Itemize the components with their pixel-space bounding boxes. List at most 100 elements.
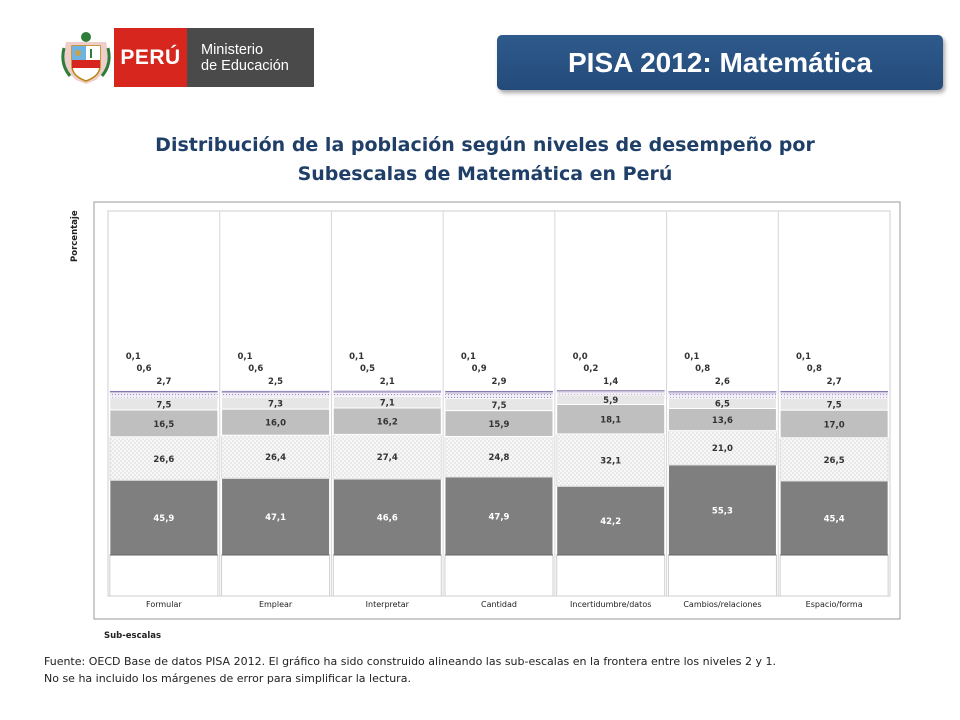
- bar-segment-level2: [109, 409, 219, 438]
- x-tick-label: Espacio/forma: [806, 600, 863, 609]
- data-label-below-level1: 45,9: [153, 514, 174, 524]
- data-label-level1: 27,4: [377, 453, 398, 463]
- source-line-2: No se ha incluido los márgenes de error …: [44, 672, 411, 685]
- peru-label: PERÚ: [114, 28, 187, 87]
- data-label-level4: 2,5: [268, 377, 283, 387]
- data-label-below-level1: 42,2: [600, 517, 621, 527]
- data-label-below-level1: 55,3: [712, 506, 733, 516]
- data-label-level6: 0,1: [237, 352, 252, 362]
- data-label-level6: 0,1: [684, 352, 699, 362]
- data-label-level6: 0,1: [349, 352, 364, 362]
- data-label-level1: 24,8: [489, 453, 510, 463]
- empty-base: [779, 554, 889, 597]
- source-note: Fuente: OECD Base de datos PISA 2012. El…: [44, 653, 944, 687]
- bar-segment-level6: [221, 390, 330, 393]
- x-tick-label: Cantidad: [481, 600, 517, 609]
- data-label-level2: 16,2: [377, 418, 398, 428]
- data-label-level4: 2,7: [156, 377, 171, 387]
- data-label-level3: 5,9: [603, 396, 618, 406]
- bar-segment-level2: [556, 403, 666, 435]
- data-label-level1: 32,1: [600, 457, 621, 467]
- data-label-level3: 7,3: [268, 400, 283, 410]
- bar-segment-level4: [556, 392, 665, 395]
- data-label-level5: 0,5: [360, 364, 375, 374]
- x-tick-label: Incertidumbre/datos: [570, 600, 651, 609]
- bar-segment-below-level1: [109, 479, 219, 556]
- data-label-level4: 2,9: [491, 377, 506, 387]
- data-label-level2: 13,6: [712, 416, 733, 426]
- bar-segment-level6: [109, 390, 219, 393]
- bar-segment-level5: [221, 391, 330, 394]
- bar-segment-level1: [667, 430, 777, 466]
- data-label-below-level1: 45,4: [824, 514, 845, 524]
- empty-base: [556, 554, 666, 597]
- bar-segment-level1: [332, 433, 442, 480]
- data-label-level6: 0,1: [796, 352, 811, 362]
- bar-segment-below-level1: [332, 478, 442, 556]
- ministry-line-1: Ministerio: [201, 41, 264, 58]
- value-labels-group: 45,9 26,6 16,5 7,5 2,7 0,6 0,1 47,1 26,4 16,0 7,3 2…: [126, 352, 845, 527]
- data-label-level5: 0,6: [137, 364, 152, 374]
- bar-segment-level4: [221, 392, 330, 398]
- bar-segment-level4: [333, 392, 442, 397]
- data-label-level5: 0,8: [807, 364, 822, 374]
- bar-segment-level1: [109, 436, 219, 481]
- data-label-level2: 17,0: [824, 420, 845, 430]
- data-label-level1: 26,6: [153, 455, 174, 465]
- data-label-level6: 0,1: [461, 352, 476, 362]
- bar-segment-level1: [779, 437, 889, 482]
- bar-segment-below-level1: [444, 476, 554, 556]
- x-tick-label: Emplear: [259, 600, 293, 609]
- data-label-level3: 7,5: [827, 400, 842, 410]
- bar-segment-level4: [444, 393, 554, 399]
- bar-segment-level5: [333, 391, 442, 394]
- data-label-level5: 0,6: [248, 364, 263, 374]
- bar-segment-below-level1: [556, 485, 666, 556]
- data-label-level5: 0,8: [695, 364, 710, 374]
- bar-segment-level1: [556, 433, 666, 487]
- data-label-level1: 26,5: [824, 456, 845, 466]
- data-label-level4: 2,1: [380, 377, 395, 387]
- bar-segment-level5: [668, 392, 777, 394]
- data-label-level3: 7,1: [380, 399, 395, 409]
- data-label-level6: 0,0: [573, 352, 588, 362]
- data-label-level4: 1,4: [603, 377, 618, 387]
- ministry-name: Ministerio de Educación: [187, 28, 314, 87]
- data-label-level3: 6,5: [715, 400, 730, 410]
- bar-segment-level5: [109, 391, 219, 394]
- x-axis-label: Sub-escalas: [104, 631, 162, 641]
- bar-segment-level6: [444, 390, 554, 393]
- data-label-level5: 0,2: [583, 364, 598, 374]
- ministry-line-2: de Educación: [201, 57, 289, 74]
- bar-segment-level4: [779, 393, 889, 399]
- bar-segment-level1: [444, 435, 554, 478]
- bar-segment-level5: [444, 392, 554, 394]
- bar-segment-level6: [333, 390, 442, 392]
- data-label-level4: 2,7: [827, 377, 842, 387]
- empty-base: [109, 554, 219, 597]
- chart-title: Distribución de la población según nivel…: [155, 134, 815, 185]
- data-label-level2: 16,0: [265, 419, 286, 429]
- data-label-level5: 0,9: [472, 364, 487, 374]
- pisa-banner: PISA 2012: Matemática: [497, 35, 943, 90]
- data-label-level1: 26,4: [265, 453, 286, 463]
- bar-segment-level2: [332, 407, 442, 435]
- bar-segment-level4: [109, 393, 219, 398]
- x-tick-label: Cambios/relaciones: [683, 600, 761, 609]
- x-ticks-group: Formular Emplear Interpretar Cantidad Incert…: [146, 600, 863, 609]
- bars-group: [109, 389, 889, 597]
- ministry-logo: PERÚ Ministerio de Educación: [60, 28, 314, 87]
- empty-base: [332, 554, 442, 597]
- bar-segment-level6: [779, 390, 889, 393]
- source-line-1: Fuente: OECD Base de datos PISA 2012. El…: [44, 655, 776, 668]
- empty-base: [444, 554, 554, 597]
- data-label-below-level1: 47,1: [265, 513, 286, 523]
- data-label-level2: 16,5: [153, 420, 174, 430]
- x-tick-label: Interpretar: [366, 600, 410, 609]
- data-label-below-level1: 46,6: [377, 514, 398, 524]
- data-label-level2: 18,1: [600, 416, 621, 426]
- data-label-level6: 0,1: [126, 352, 141, 362]
- data-label-level3: 7,5: [156, 400, 171, 410]
- bar-segment-level5: [779, 392, 889, 394]
